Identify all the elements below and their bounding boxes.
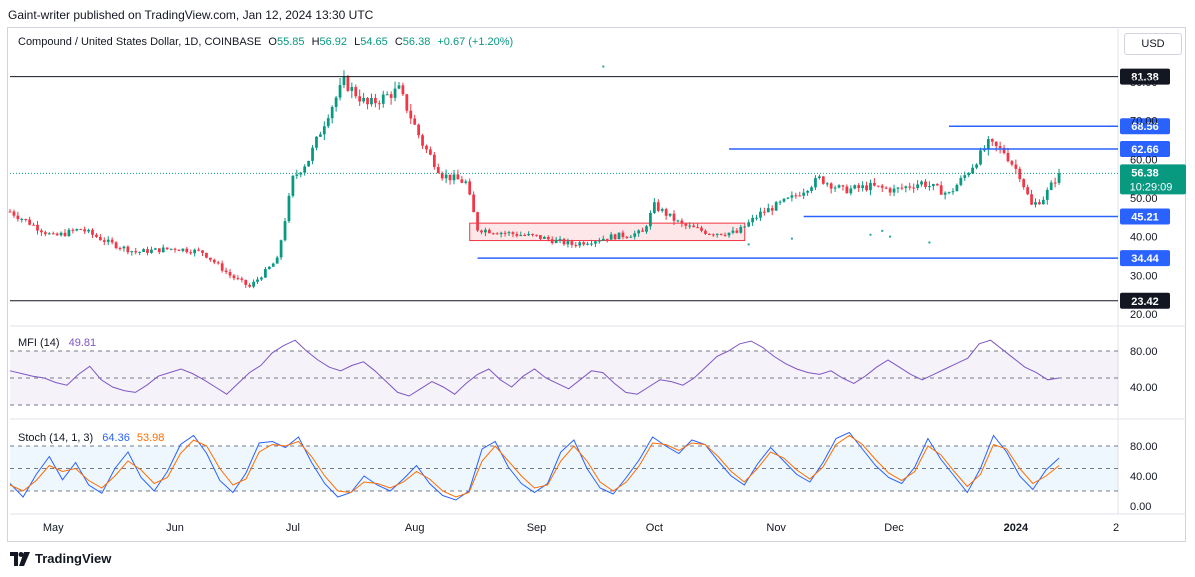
publish-caption: Gaint-writer published on TradingView.co… — [8, 8, 374, 22]
mfi-label: MFI (14) — [18, 337, 60, 349]
mfi-legend: MFI (14) 49.81 — [18, 337, 96, 349]
open-value: 55.85 — [276, 36, 305, 48]
high-value: 56.92 — [319, 36, 348, 48]
stoch-label: Stoch (14, 1, 3) — [18, 432, 94, 444]
chart-frame — [7, 27, 1186, 542]
close-label: C — [394, 36, 403, 48]
mfi-value: 49.81 — [68, 337, 97, 349]
change-value: +0.67 (+1.20%) — [437, 36, 514, 48]
tradingview-logo-icon — [10, 551, 30, 566]
low-value: 54.65 — [360, 36, 388, 48]
open-label: O — [268, 36, 277, 48]
brand: TradingView — [10, 551, 111, 566]
currency-button[interactable]: USD — [1124, 33, 1182, 55]
price-legend: Compound / United States Dollar, 1D, COI… — [18, 36, 513, 48]
high-label: H — [311, 36, 320, 48]
brand-name: TradingView — [35, 551, 112, 566]
low-label: L — [354, 36, 361, 48]
stoch-d-value: 53.98 — [136, 432, 165, 444]
stoch-k-value: 64.36 — [102, 432, 130, 444]
symbol-label: Compound / United States Dollar, 1D, COI… — [18, 36, 262, 48]
stoch-legend: Stoch (14, 1, 3) 64.36 53.98 — [18, 432, 164, 444]
close-value: 56.38 — [402, 36, 431, 48]
